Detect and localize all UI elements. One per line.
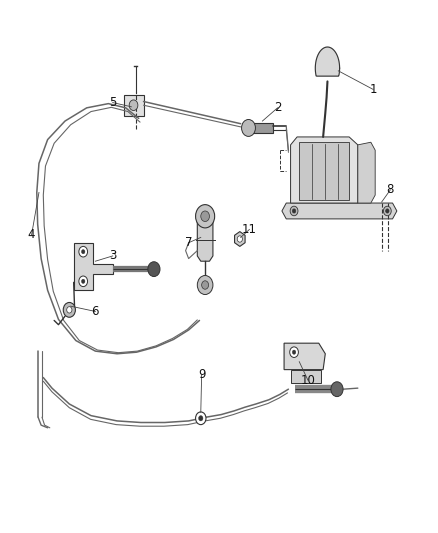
Circle shape (385, 209, 389, 213)
Polygon shape (249, 123, 273, 133)
Text: 2: 2 (274, 101, 281, 115)
Text: 10: 10 (300, 374, 315, 387)
Circle shape (67, 306, 72, 313)
Circle shape (237, 236, 242, 242)
Circle shape (292, 209, 296, 213)
Circle shape (81, 249, 85, 254)
Text: 8: 8 (387, 183, 394, 196)
Polygon shape (290, 137, 358, 203)
Text: 7: 7 (185, 236, 192, 249)
Circle shape (201, 281, 208, 289)
Circle shape (331, 382, 343, 397)
Circle shape (63, 302, 75, 317)
Circle shape (198, 416, 203, 421)
Circle shape (81, 279, 85, 284)
Circle shape (290, 206, 298, 216)
Polygon shape (235, 232, 245, 246)
Circle shape (242, 119, 255, 136)
Circle shape (201, 211, 209, 222)
Circle shape (196, 412, 206, 425)
Text: 4: 4 (28, 228, 35, 241)
Polygon shape (284, 343, 325, 369)
Polygon shape (282, 203, 397, 219)
Text: 6: 6 (92, 305, 99, 318)
Text: 5: 5 (109, 96, 117, 109)
Text: 9: 9 (198, 368, 205, 382)
Text: 1: 1 (369, 83, 377, 96)
Circle shape (197, 276, 213, 295)
Circle shape (79, 246, 88, 257)
Circle shape (196, 205, 215, 228)
Polygon shape (315, 47, 339, 76)
Text: 11: 11 (242, 223, 257, 236)
Polygon shape (299, 142, 349, 200)
Circle shape (79, 276, 88, 287)
Polygon shape (358, 142, 375, 203)
Text: 3: 3 (109, 249, 117, 262)
Polygon shape (197, 222, 213, 261)
Circle shape (290, 347, 298, 358)
Circle shape (148, 262, 160, 277)
Circle shape (129, 100, 138, 110)
Polygon shape (74, 243, 113, 290)
Circle shape (383, 206, 391, 216)
Polygon shape (124, 95, 144, 116)
Polygon shape (290, 369, 321, 383)
Circle shape (292, 350, 296, 354)
